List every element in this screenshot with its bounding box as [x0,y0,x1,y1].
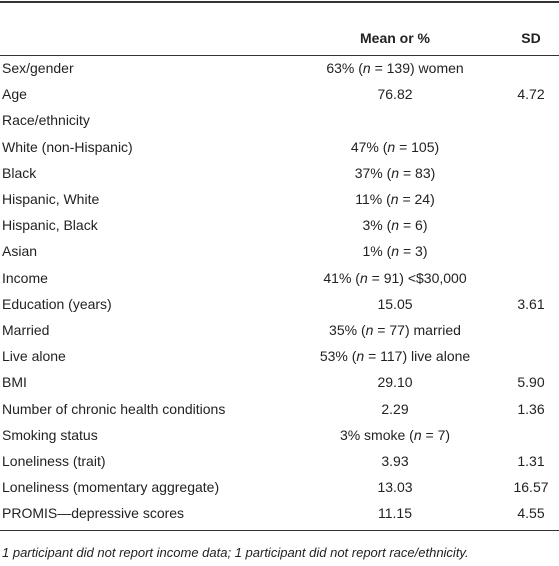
mean-cell: 15.05 [377,295,413,312]
row-label: Education (years) [2,295,112,312]
text-part: n [391,164,400,181]
sd-cell: 5.90 [517,374,545,391]
mean-cell: 29.10 [377,374,413,391]
footnote: 1 participant did not report income data… [2,545,469,560]
text-part: 1% ( [362,243,392,260]
sd-cell: 4.72 [517,86,545,103]
top-rule [0,1,559,3]
bottom-rule [0,530,559,531]
row-label: PROMIS—depressive scores [2,505,185,522]
text-part: n [390,191,399,207]
text-part: n [391,217,400,234]
row-label: Loneliness (momentary aggregate) [2,479,220,496]
mean-cell: 3% (n = 6) [363,216,428,234]
text-part: n [365,322,374,338]
row-label: Hispanic, White [2,191,100,207]
mean-cell: 76.82 [377,86,413,103]
row-label: Income [2,269,48,286]
text-part: = 91) <$30,000 [367,269,467,286]
text-part: = 24) [398,191,435,207]
mean-cell: 13.03 [377,479,413,496]
row-label: Black [2,164,37,181]
text-part: 47% ( [350,138,388,155]
text-part: n [362,60,371,76]
sd-cell: 1.31 [517,453,545,469]
mean-cell: 53% (n = 117) live alone [320,347,470,365]
mean-cell: 3.93 [381,453,409,469]
mean-cell: 35% (n = 77) married [329,321,461,339]
sd-cell: 4.55 [517,505,545,522]
row-label: Loneliness (trait) [2,453,106,469]
text-part: 37% ( [354,164,392,181]
row-label: Hispanic, Black [2,217,98,234]
text-part: 41% ( [323,269,360,286]
text-part: 3% smoke ( [339,426,414,443]
row-label: Age [2,86,27,103]
mean-cell: 63% (n = 139) women [326,59,463,77]
mean-cell: 47% (n = 105) [351,138,439,156]
sd-cell: 1.36 [517,400,545,417]
text-part: = 83) [399,164,436,181]
mean-cell: 1% (n = 3) [363,242,428,260]
text-part: n [391,243,400,260]
sd-cell: 3.61 [517,295,545,312]
row-label: White (non-Hispanic) [2,138,133,155]
text-part: = 6) [399,217,428,234]
text-part: = 139) women [370,60,464,76]
text-part: n [356,348,365,365]
header-sd: SD [521,30,541,46]
sd-cell: 16.57 [513,479,549,496]
mean-cell: 2.29 [381,400,409,417]
row-label: BMI [2,374,27,391]
text-part: = 105) [395,138,440,155]
mean-cell: 37% (n = 83) [355,164,436,182]
header-rule [0,55,559,56]
row-label: Married [2,322,50,338]
row-label: Asian [2,243,38,260]
text-part: n [359,269,368,286]
row-label: Race/ethnicity [2,112,90,129]
row-label: Sex/gender [2,60,74,76]
mean-cell: 11% (n = 24) [355,190,435,208]
text-part: 63% ( [326,60,363,76]
text-part: = 77) married [373,322,461,338]
mean-cell: 3% smoke (n = 7) [340,426,450,444]
mean-cell: 11.15 [378,505,412,522]
text-part: = 3) [399,243,428,260]
row-label: Live alone [2,348,66,365]
text-part: n [413,426,422,443]
mean-cell: 41% (n = 91) <$30,000 [323,269,466,287]
row-label: Number of chronic health conditions [2,400,226,417]
text-part: = 7) [421,426,451,443]
text-part: 53% ( [319,348,357,365]
text-part: 3% ( [362,217,392,234]
text-part: 11% ( [355,191,391,207]
row-label: Smoking status [2,426,98,443]
text-part: 35% ( [329,322,366,338]
header-mean: Mean or % [359,30,431,46]
text-part: = 117) live alone [364,348,471,365]
text-part: n [387,138,396,155]
